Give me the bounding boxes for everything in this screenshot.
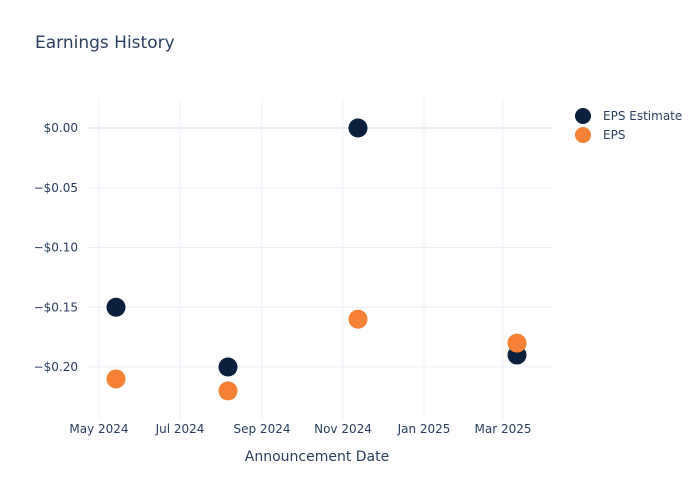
data-points xyxy=(106,118,527,401)
x-axis-title: Announcement Date xyxy=(245,449,389,465)
chart-title: Earnings History xyxy=(35,33,175,53)
x-axis-ticks: May 2024 Jul 2024 Sep 2024 Nov 2024 Jan 2025… xyxy=(69,422,531,436)
y-tick-label: −$0.10 xyxy=(34,241,78,255)
x-tick-label: Jan 2025 xyxy=(397,422,451,436)
eps-estimate-point[interactable] xyxy=(106,297,126,317)
grid-lines xyxy=(88,99,553,420)
legend-item-eps-estimate[interactable]: EPS Estimate xyxy=(575,106,682,125)
y-tick-label: −$0.15 xyxy=(34,300,78,314)
legend-marker-eps-estimate-icon xyxy=(575,107,591,124)
legend-item-eps[interactable]: EPS xyxy=(575,125,682,144)
legend: EPS Estimate EPS xyxy=(575,106,682,144)
y-tick-label: −$0.05 xyxy=(34,181,78,195)
eps-estimate-point[interactable] xyxy=(218,357,238,377)
y-axis-ticks: $0.00 −$0.05 −$0.10 −$0.15 −$0.20 xyxy=(34,121,78,374)
eps-point[interactable] xyxy=(348,309,368,329)
eps-point[interactable] xyxy=(507,333,527,353)
x-tick-label: Jul 2024 xyxy=(155,422,205,436)
x-tick-label: Mar 2025 xyxy=(475,422,532,436)
legend-label: EPS xyxy=(603,127,626,142)
eps-point[interactable] xyxy=(106,369,126,389)
legend-marker-eps-icon xyxy=(575,126,591,143)
eps-estimate-point[interactable] xyxy=(348,118,368,138)
eps-point[interactable] xyxy=(218,381,238,401)
legend-label: EPS Estimate xyxy=(603,108,683,123)
x-tick-label: Nov 2024 xyxy=(314,422,372,436)
x-tick-label: Sep 2024 xyxy=(234,422,291,436)
y-tick-label: −$0.20 xyxy=(34,360,78,374)
x-tick-label: May 2024 xyxy=(69,422,128,436)
y-tick-label: $0.00 xyxy=(44,121,78,135)
